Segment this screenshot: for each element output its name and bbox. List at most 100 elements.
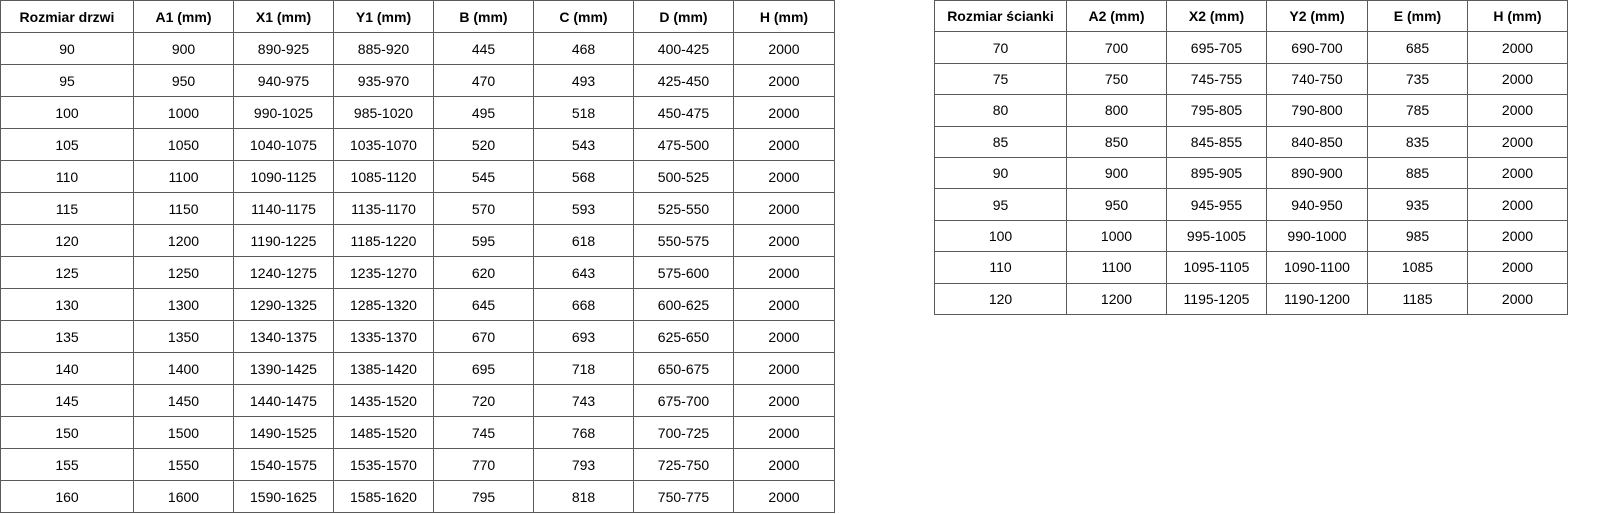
table-cell: 2000 (1467, 156, 1568, 190)
table-cell: 2000 (1467, 188, 1568, 221)
column-header: C (mm) (533, 0, 634, 33)
table-cell: 105 (0, 128, 134, 161)
table-cell: 160 (0, 480, 134, 513)
table-cell: 720 (433, 384, 534, 417)
table-row: 70 700 695-705 690-700 685 2000 (934, 31, 1568, 64)
table-cell: 475-500 (633, 128, 734, 161)
table-cell: 518 (533, 96, 634, 129)
table-cell: 695-705 (1166, 31, 1267, 64)
header-row: Rozmiar drzwi A1 (mm) X1 (mm) Y1 (mm) B (mm)… (0, 0, 835, 33)
table-cell: 2000 (733, 96, 835, 129)
table-cell: 140 (0, 352, 134, 385)
table-row: 145 1450 1440-1475 1435-1520 720 743 675-700 20… (0, 384, 835, 417)
table-cell: 685 (1367, 31, 1468, 64)
header-row: Rozmiar ścianki A2 (mm) X2 (mm) Y2 (mm) E (m… (934, 0, 1568, 33)
table-cell: 985-1020 (333, 96, 434, 129)
table-cell: 110 (0, 160, 134, 193)
table-cell: 818 (533, 480, 634, 513)
table-row: 150 1500 1490-1525 1485-1520 745 768 700-725 20… (0, 416, 835, 449)
table-cell: 940-950 (1266, 188, 1368, 221)
table-cell: 1600 (133, 480, 234, 513)
table-cell: 495 (433, 96, 534, 129)
table-cell: 790-800 (1266, 94, 1368, 127)
table-cell: 450-475 (633, 96, 734, 129)
table-cell: 1535-1570 (333, 448, 434, 481)
table-cell: 545 (433, 160, 534, 193)
table-cell: 2000 (733, 416, 835, 449)
table-cell: 670 (433, 320, 534, 353)
table-cell: 2000 (1467, 31, 1568, 64)
table-cell: 1590-1625 (233, 480, 334, 513)
table-cell: 2000 (1467, 94, 1568, 127)
column-header: Y1 (mm) (333, 0, 434, 33)
table-cell: 2000 (733, 256, 835, 289)
table-cell: 1285-1320 (333, 288, 434, 321)
table-cell: 1350 (133, 320, 234, 353)
table-cell: 550-575 (633, 224, 734, 257)
table-row: 140 1400 1390-1425 1385-1420 695 718 650-675 20… (0, 352, 835, 385)
table-cell: 740-750 (1266, 62, 1368, 96)
table-cell: 2000 (733, 64, 835, 97)
table-cell: 570 (433, 192, 534, 225)
table-cell: 470 (433, 64, 534, 97)
table-row: 115 1150 1140-1175 1135-1170 570 593 525-550 20… (0, 192, 835, 225)
table-cell: 1490-1525 (233, 416, 334, 449)
table-cell: 115 (0, 192, 134, 225)
wall-size-table: Rozmiar ścianki A2 (mm) X2 (mm) Y2 (mm) E (m… (934, 0, 1568, 315)
table-cell: 675-700 (633, 384, 734, 417)
table-cell: 568 (533, 160, 634, 193)
table-cell: 1100 (133, 160, 234, 193)
table-cell: 1095-1105 (1166, 251, 1267, 284)
table-cell: 135 (0, 320, 134, 353)
table-cell: 1240-1275 (233, 256, 334, 289)
table-cell: 793 (533, 448, 634, 481)
column-header: X1 (mm) (233, 0, 334, 33)
table-cell: 1290-1325 (233, 288, 334, 321)
table-cell: 995-1005 (1166, 219, 1267, 253)
table-cell: 2000 (733, 32, 835, 65)
table-cell: 2000 (733, 224, 835, 257)
table-cell: 850 (1066, 125, 1167, 158)
table-cell: 2000 (733, 160, 835, 193)
table-cell: 493 (533, 64, 634, 97)
table-cell: 950 (1066, 188, 1167, 221)
column-header: H (mm) (1467, 0, 1568, 33)
table-cell: 90 (934, 156, 1067, 190)
table-cell: 2000 (733, 448, 835, 481)
table-cell: 1435-1520 (333, 384, 434, 417)
column-header: E (mm) (1367, 0, 1468, 33)
table-cell: 1085-1120 (333, 160, 434, 193)
table-cell: 845-855 (1166, 125, 1267, 158)
table-cell: 2000 (733, 128, 835, 161)
table-cell: 625-650 (633, 320, 734, 353)
table-cell: 85 (934, 125, 1067, 158)
table-cell: 750-775 (633, 480, 734, 513)
table-cell: 425-450 (633, 64, 734, 97)
table-cell: 945-955 (1166, 188, 1267, 221)
table-cell: 1190-1200 (1266, 282, 1368, 315)
table-row: 120 1200 1195-1205 1190-1200 1185 2000 (934, 282, 1568, 315)
table-cell: 1585-1620 (333, 480, 434, 513)
table-cell: 1340-1375 (233, 320, 334, 353)
table-cell: 770 (433, 448, 534, 481)
table-cell: 890-925 (233, 32, 334, 65)
table-cell: 445 (433, 32, 534, 65)
table-cell: 1335-1370 (333, 320, 434, 353)
table-cell: 700-725 (633, 416, 734, 449)
table-row: 80 800 795-805 790-800 785 2000 (934, 94, 1568, 127)
table-row: 125 1250 1240-1275 1235-1270 620 643 575-600 20… (0, 256, 835, 289)
column-header: Rozmiar ścianki (934, 0, 1067, 33)
table-cell: 2000 (733, 320, 835, 353)
table-cell: 1400 (133, 352, 234, 385)
table-cell: 690-700 (1266, 31, 1368, 64)
table-cell: 885-920 (333, 32, 434, 65)
table-cell: 400-425 (633, 32, 734, 65)
table-cell: 1185-1220 (333, 224, 434, 257)
table-cell: 1235-1270 (333, 256, 434, 289)
column-header: D (mm) (633, 0, 734, 33)
table-row: 135 1350 1340-1375 1335-1370 670 693 625-650 20… (0, 320, 835, 353)
table-cell: 595 (433, 224, 534, 257)
table-cell: 100 (934, 219, 1067, 253)
column-header: H (mm) (733, 0, 835, 33)
table-cell: 1300 (133, 288, 234, 321)
